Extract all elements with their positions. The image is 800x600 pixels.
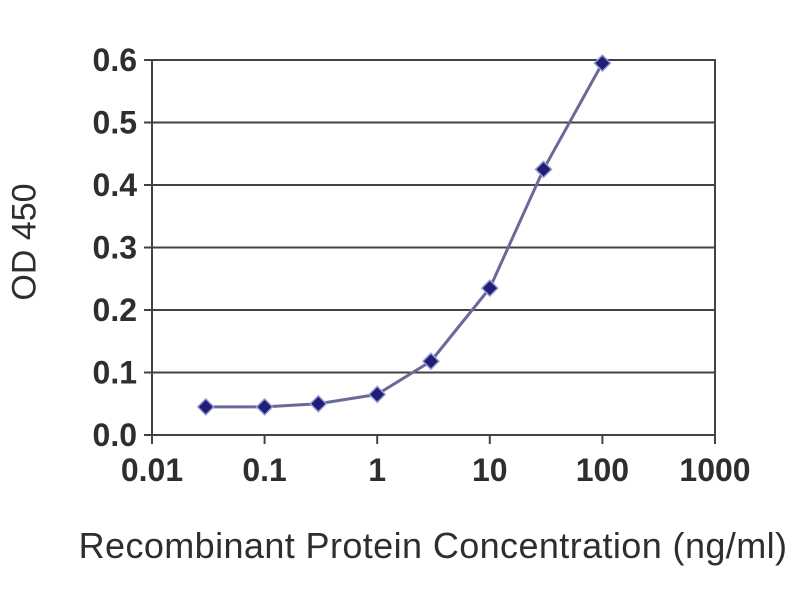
x-tick-label: 0.1 [242,452,286,488]
y-tick-label: 0.5 [93,105,137,141]
x-axis-title: Recombinant Protein Concentration (ng/ml… [78,525,788,566]
y-tick-label: 0.0 [93,417,137,453]
data-point-marker [309,394,328,413]
data-point-marker [196,397,215,416]
y-tick-label: 0.1 [93,355,137,391]
y-tick-label: 0.3 [93,230,137,266]
x-tick-label: 1 [368,452,386,488]
plot-border [151,59,716,436]
data-point-marker [368,385,387,404]
data-point-marker [255,397,274,416]
x-tick-label: 100 [576,452,629,488]
x-tick-label: 0.01 [121,452,183,488]
series-line [204,61,604,409]
data-point-marker [480,279,499,298]
x-tick-label: 1000 [679,452,750,488]
data-point-marker [593,54,612,73]
data-point-marker [421,352,440,371]
y-axis-title: OD 450 [5,183,44,301]
y-tick-label: 0.6 [93,42,137,78]
y-tick-label: 0.2 [93,292,137,328]
x-tick-label: 10 [472,452,508,488]
data-point-marker [534,160,553,179]
y-tick-label: 0.4 [93,167,138,203]
